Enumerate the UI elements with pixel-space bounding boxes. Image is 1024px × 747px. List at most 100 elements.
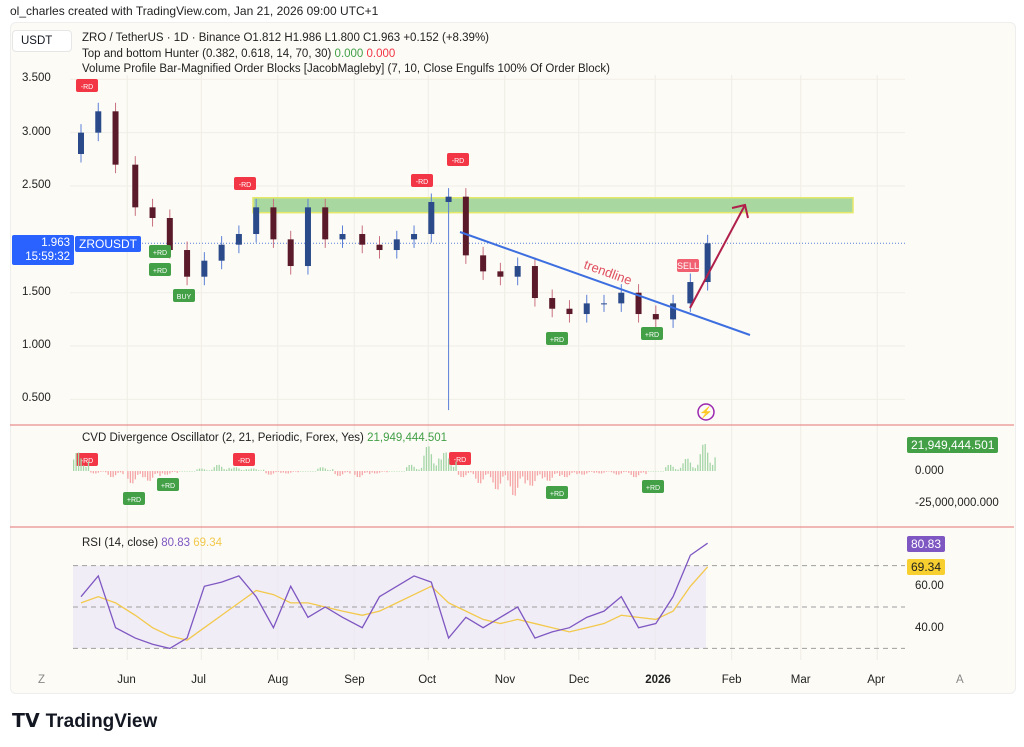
candle-body [514,266,521,277]
cvd-bar [240,469,243,471]
candle-body [618,292,625,304]
x-tick: Jun [117,674,136,686]
cvd-bar [193,471,196,472]
cvd-bar [144,471,146,478]
auto-scale-button[interactable]: A [956,674,964,686]
cvd-bar [707,452,709,471]
cvd-bar [221,466,223,471]
cvd-bar [608,471,610,472]
cvd-bar [465,471,467,476]
cvd-bar [105,471,107,473]
candle-body [235,234,242,245]
y-tick: 0.500 [22,392,51,405]
bearish-divergence-marker-text: -RD [81,84,93,91]
cvd-bar [332,469,334,471]
candle-body [132,164,139,208]
candle-body [411,234,418,240]
cvd-bar [112,471,114,478]
cvd-bar [450,465,452,471]
cvd-bar [245,469,248,471]
cvd-bar [73,459,75,471]
cvd-bar [554,471,556,475]
cvd-bar [191,471,193,472]
rsi-tick-40: 40.00 [915,622,944,634]
hunter-v2: 0.000 [366,48,396,60]
cvd-bar [534,471,536,482]
cvd-bar [110,471,112,477]
cvd-bar [576,471,578,475]
zoom-button[interactable]: Z [38,674,46,686]
x-tick: 2026 [645,674,671,686]
cvd-bar [317,468,319,471]
cvd-bar [418,469,420,471]
cvd-bar [650,471,652,472]
bullish-divergence-marker [123,492,145,505]
vp-legend: Volume Profile Bar-Magnified Order Block… [82,63,610,75]
cvd-bar [388,471,391,472]
candle-body [201,260,208,277]
cvd-bar [277,471,280,472]
cvd-bar [684,459,687,471]
bearish-divergence-marker-text: -RD [452,158,464,165]
cvd-bar [213,467,215,471]
cvd-bar [159,471,161,476]
cvd-bar [393,471,396,472]
cvd-bar [504,471,507,476]
cvd-bar [376,471,378,474]
candle-body [304,207,311,267]
cvd-bar [556,471,558,474]
cvd-bar [679,467,682,471]
cvd-value: 21,949,444.501 [367,432,448,444]
cvd-bar [462,471,465,478]
cvd-bar [660,471,662,472]
cvd-bar [287,471,289,474]
cvd-bar [299,471,302,472]
candle-body [670,303,677,320]
cvd-bar [248,469,250,471]
candle-body [339,234,346,240]
cvd-bar [233,467,235,471]
cvd-bar [655,471,657,472]
cvd-bar [188,471,191,472]
cvd-bar [90,471,92,473]
cvd-bar [687,458,689,471]
cvd-bar [566,471,568,478]
y-tick: 1.000 [22,339,51,352]
cvd-bar [230,468,233,471]
bullish-divergence-marker [642,480,664,493]
cvd-bar [546,471,548,481]
cvd-bar [499,471,502,484]
candle-body [253,207,260,235]
currency-button[interactable]: USDT [12,30,72,52]
buy-signal-text: BUY [177,294,192,301]
hunter-name: Top and bottom Hunter (0.382, 0.618, 14,… [82,48,332,60]
cvd-bar [699,454,701,471]
cvd-bar [127,471,129,479]
cvd-bar [509,471,511,487]
bearish-divergence-marker-text: -RD [239,182,251,189]
cvd-bar [531,471,534,486]
y-tick: 2.500 [22,179,51,191]
candle-body [166,218,173,251]
candle-body [583,303,590,315]
cvd-bar [425,447,428,471]
cvd-bar [583,471,585,475]
candle-body [601,303,608,305]
cvd-bar [329,470,331,471]
cvd-bar [201,468,203,471]
cvd-bar [674,469,677,471]
cvd-bar [529,471,531,486]
cvd-bar [512,471,514,495]
cvd-bar [161,471,164,474]
candle-body [497,271,504,277]
cvd-bar [339,471,341,476]
candle-body [652,314,659,320]
cvd-bar [610,471,613,473]
cvd-bar [714,457,716,471]
cvd-bar [428,446,430,471]
cvd-bar [275,471,277,473]
cvd-bar [568,471,571,476]
cvd-bar [272,471,275,474]
cvd-bar [369,471,371,475]
